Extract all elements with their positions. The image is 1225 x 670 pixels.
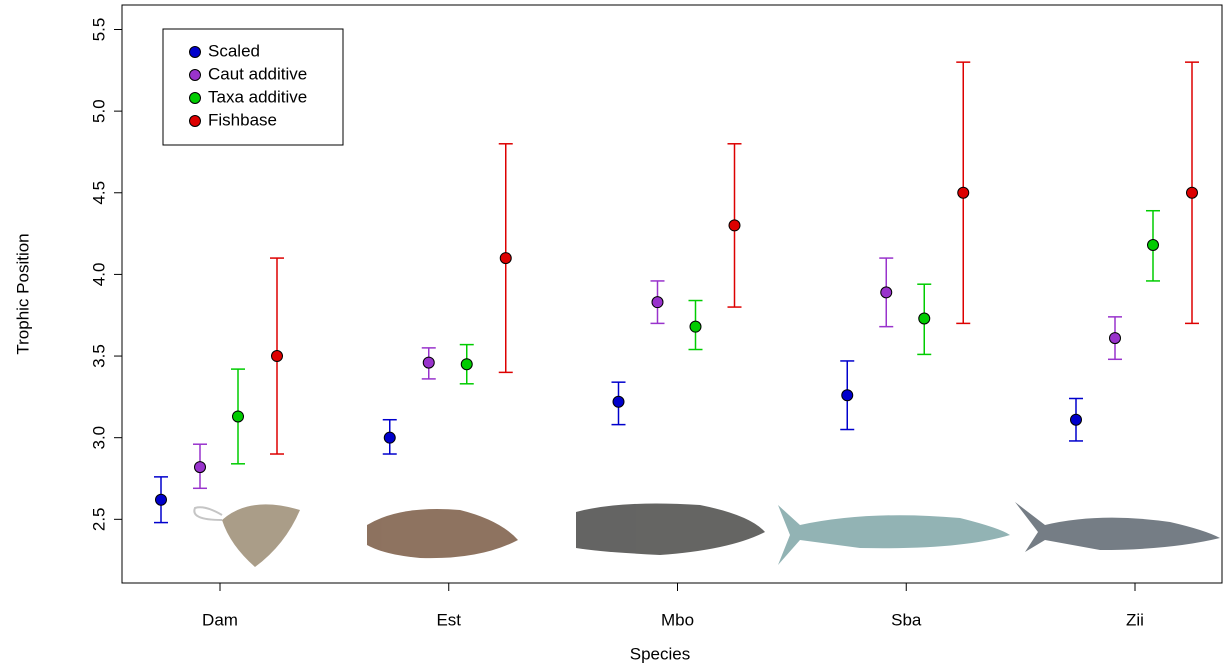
point [499,252,512,265]
point [957,186,970,199]
point [689,320,702,333]
species-illustrations [193,502,1220,567]
point [383,431,396,444]
legend-marker [189,115,201,127]
point [232,410,244,423]
x-tick-label: Zii [1126,610,1144,629]
point [612,395,625,408]
legend-marker [189,46,201,58]
y-tick-label: 5.5 [89,18,108,42]
legend-marker [189,69,201,81]
point [880,286,893,299]
point [155,493,167,506]
y-tick-label: 2.5 [89,508,108,532]
legend-label: Fishbase [208,110,277,129]
x-tick-label: Sba [891,610,922,629]
point [728,219,741,232]
y-tick-label: 4.5 [89,181,108,205]
shark-illustration [1015,502,1220,552]
point [651,296,664,309]
point [271,350,283,363]
legend-label: Scaled [208,41,260,60]
legend-label: Taxa additive [208,87,307,106]
ray-illustration [222,504,300,567]
x-tick-label: Mbo [661,610,694,629]
point [1186,186,1198,199]
x-axis-label: Species [630,644,690,663]
point [460,358,473,371]
legend-label: Caut additive [208,64,307,83]
x-tick-label: Est [436,610,461,629]
point [918,312,931,325]
point [422,356,435,369]
ray-tail [193,506,223,521]
point [1147,239,1159,252]
grouper-illustration [367,509,518,559]
point [194,461,206,474]
y-tick-label: 3.0 [89,426,108,450]
y-axis-label: Trophic Position [13,233,32,354]
point [1109,332,1121,345]
legend-marker [189,92,201,104]
plot-frame [121,4,1223,584]
point [841,389,854,402]
grouper-illustration-2 [576,503,765,555]
y-tick-label: 3.5 [89,344,108,368]
point [1070,413,1082,426]
x-tick-label: Dam [202,610,238,629]
y-tick-label: 4.0 [89,263,108,287]
y-tick-label: 5.0 [89,99,108,123]
barracuda-illustration [778,505,1010,565]
